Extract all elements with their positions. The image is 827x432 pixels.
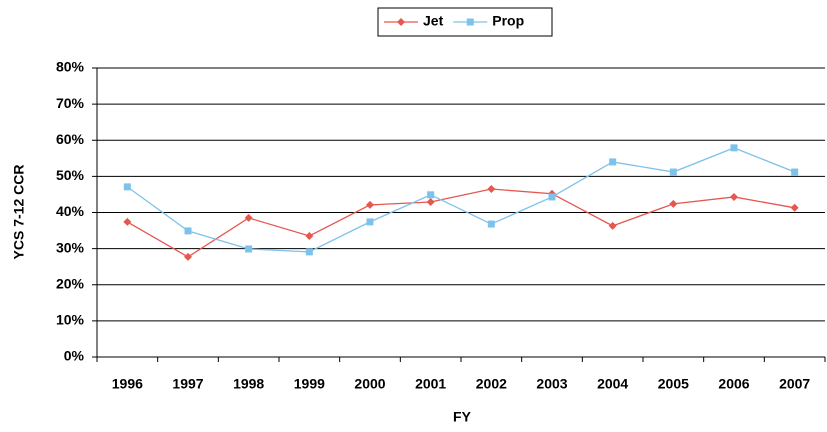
y-tick-label: 40% [56,203,85,219]
y-tick-label: 30% [56,239,85,255]
data-point [669,199,678,208]
data-point [123,183,131,191]
data-point [730,192,738,201]
data-point [427,191,435,199]
data-point [184,252,192,261]
data-point [366,218,374,226]
y-tick-label: 80% [56,59,85,75]
y-tick-label: 60% [56,131,85,147]
x-tick-label: 2000 [354,376,385,392]
data-point [608,221,617,230]
x-tick-label: 2003 [536,376,567,392]
data-point [487,220,495,228]
data-point [366,200,374,209]
legend-label: Jet [423,13,444,29]
legend-label: Prop [492,13,524,29]
data-point [305,231,314,240]
data-point [397,18,405,26]
x-tick-label: 2002 [476,376,507,392]
x-tick-label: 2007 [779,376,810,392]
data-point [791,168,799,176]
x-tick-label: 2005 [658,376,689,392]
data-point [426,198,435,207]
data-point [466,18,474,26]
data-point [244,213,253,222]
x-tick-label: 1998 [233,376,264,392]
y-tick-label: 10% [56,312,85,328]
y-tick-label: 50% [56,167,85,183]
data-point [245,245,253,253]
data-point [305,248,313,256]
data-point [609,158,617,166]
data-point [487,185,496,194]
data-point [184,227,192,235]
x-tick-label: 2004 [597,376,628,392]
x-tick-label: 1997 [172,376,203,392]
data-point [548,193,556,201]
y-tick-label: 70% [56,95,85,111]
x-tick-label: 1996 [112,376,143,392]
data-point [669,168,677,176]
x-axis-label: FY [453,409,472,425]
legend: Jet Prop [377,7,553,37]
x-tick-label: 2001 [415,376,446,392]
series-line [126,147,795,253]
x-tick-label: 2006 [718,376,749,392]
data-point [730,144,738,152]
data-point [123,217,132,226]
y-axis-label: YCS 7-12 CCR [11,165,27,260]
x-tick-label: 1999 [294,376,325,392]
series-line [127,188,795,258]
y-tick-label: 0% [64,348,85,364]
y-tick-label: 20% [56,275,85,291]
data-point [790,203,799,212]
